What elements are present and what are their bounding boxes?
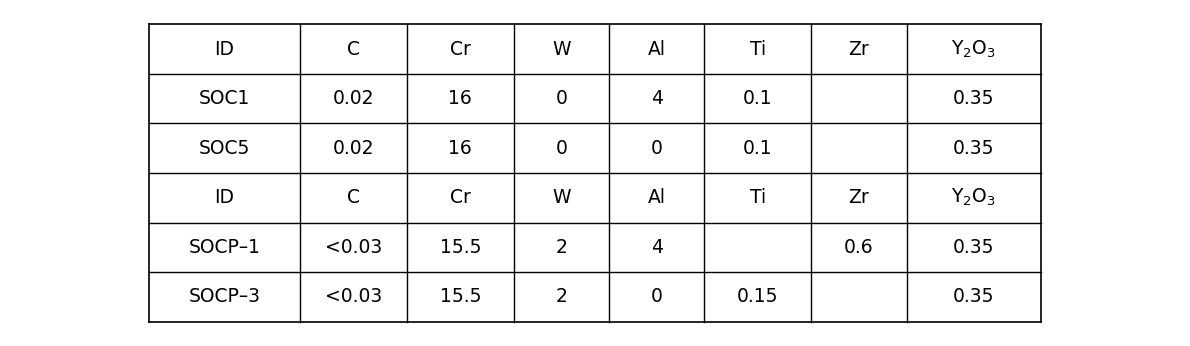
- Text: Ti: Ti: [750, 39, 766, 58]
- Text: <0.03: <0.03: [325, 288, 382, 307]
- Text: Zr: Zr: [848, 39, 869, 58]
- Text: 16: 16: [449, 89, 472, 108]
- Text: C: C: [347, 188, 361, 207]
- Text: Cr: Cr: [450, 39, 471, 58]
- Text: 2: 2: [556, 238, 568, 257]
- Text: W: W: [552, 188, 570, 207]
- Text: 0.35: 0.35: [953, 139, 995, 158]
- Text: 15.5: 15.5: [439, 238, 481, 257]
- Text: 0.35: 0.35: [953, 238, 995, 257]
- Text: SOCP–1: SOCP–1: [188, 238, 261, 257]
- Text: Y$_2$O$_3$: Y$_2$O$_3$: [952, 38, 996, 60]
- Text: 16: 16: [449, 139, 472, 158]
- Text: C: C: [347, 39, 361, 58]
- Text: 0: 0: [651, 288, 663, 307]
- Text: SOC1: SOC1: [199, 89, 250, 108]
- Text: 0: 0: [651, 139, 663, 158]
- Text: 0.02: 0.02: [333, 139, 375, 158]
- Text: Zr: Zr: [848, 188, 869, 207]
- Text: Ti: Ti: [750, 188, 766, 207]
- Text: <0.03: <0.03: [325, 238, 382, 257]
- Text: 4: 4: [651, 238, 663, 257]
- Text: 15.5: 15.5: [439, 288, 481, 307]
- Text: 0.1: 0.1: [743, 139, 772, 158]
- Text: Al: Al: [647, 188, 665, 207]
- Text: 2: 2: [556, 288, 568, 307]
- Text: Cr: Cr: [450, 188, 471, 207]
- Text: Al: Al: [647, 39, 665, 58]
- Text: 0: 0: [556, 89, 568, 108]
- Text: 4: 4: [651, 89, 663, 108]
- Text: 0.15: 0.15: [737, 288, 778, 307]
- Text: Y$_2$O$_3$: Y$_2$O$_3$: [952, 187, 996, 208]
- Text: W: W: [552, 39, 570, 58]
- Text: 0.6: 0.6: [844, 238, 873, 257]
- Text: 0.1: 0.1: [743, 89, 772, 108]
- Text: 0: 0: [556, 139, 568, 158]
- Text: SOC5: SOC5: [199, 139, 250, 158]
- Text: ID: ID: [214, 188, 234, 207]
- Text: 0.02: 0.02: [333, 89, 375, 108]
- Text: ID: ID: [214, 39, 234, 58]
- Text: SOCP–3: SOCP–3: [188, 288, 261, 307]
- Text: 0.35: 0.35: [953, 288, 995, 307]
- Text: 0.35: 0.35: [953, 89, 995, 108]
